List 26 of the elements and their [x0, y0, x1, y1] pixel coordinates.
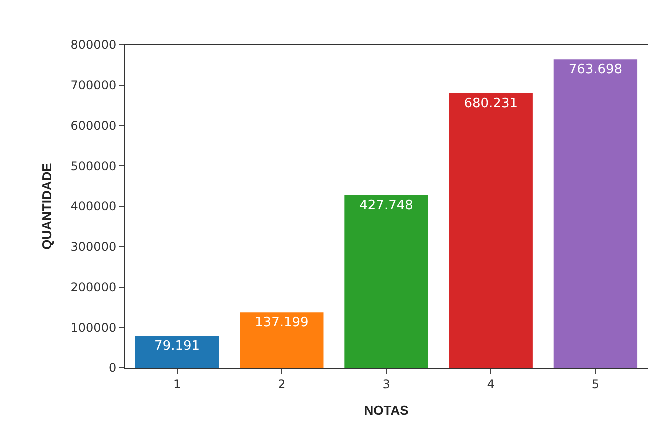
y-tick-label: 300000	[70, 240, 117, 254]
y-axis-title: QUANTIDADE	[40, 162, 55, 250]
bar	[344, 195, 428, 368]
y-tick-label: 800000	[70, 38, 117, 52]
y-tick-label: 0	[108, 361, 117, 376]
x-tick-label: 3	[382, 377, 390, 392]
y-tick-label: 400000	[70, 200, 117, 214]
y-tick-label: 100000	[70, 320, 117, 335]
y-tick-label: 600000	[70, 118, 117, 133]
data-label: 680.231	[464, 96, 518, 112]
x-tick-label: 1	[173, 377, 182, 392]
bar	[135, 336, 220, 368]
x-axis-title: NOTAS	[364, 403, 410, 418]
data-label: 427.748	[360, 198, 414, 214]
bar	[240, 312, 324, 368]
data-label: 137.199	[255, 316, 309, 331]
y-tick-label: 500000	[70, 159, 117, 174]
bar	[449, 93, 533, 368]
y-tick-label: 200000	[70, 280, 117, 294]
x-tick-label: 5	[592, 377, 600, 392]
x-tick-label: 4	[487, 377, 495, 392]
bar	[554, 60, 638, 368]
data-label: 79.191	[154, 339, 200, 354]
x-tick-label: 2	[278, 377, 286, 392]
data-label: 763.698	[568, 62, 623, 78]
y-tick-label: 700000	[70, 78, 117, 93]
